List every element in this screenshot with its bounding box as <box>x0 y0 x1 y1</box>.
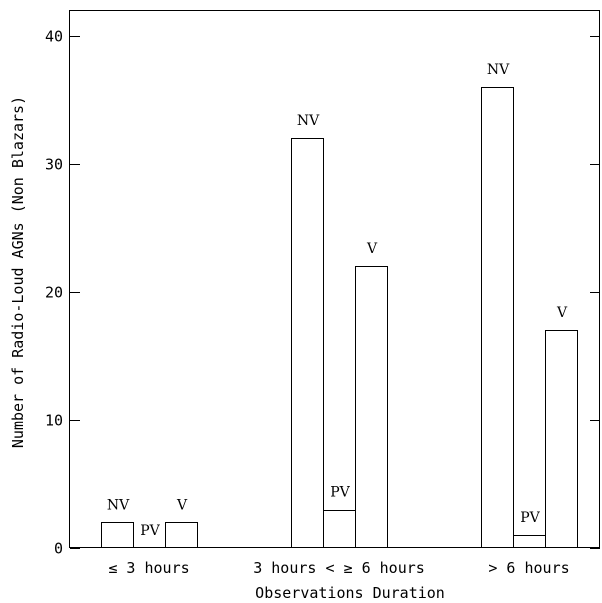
bar-nv-1 <box>291 138 324 548</box>
bar-label-nv-2: NV <box>487 62 510 78</box>
y-axis-title: Number of Radio-Loud AGNs (Non Blazars) <box>9 96 27 448</box>
bar-label-v-0: V <box>176 497 188 513</box>
x-axis-tick-labels: ≤ 3 hours 3 hours < ≥ 6 hours > 6 hours <box>108 559 569 577</box>
x-tick-label: ≤ 3 hours <box>108 559 189 577</box>
bar-label-pv-2: PV <box>520 510 540 526</box>
bar-v-2 <box>545 330 578 548</box>
bar-label-v-1: V <box>366 241 378 257</box>
y-tick-label: 20 <box>45 284 63 302</box>
y-tick-label: 40 <box>45 28 63 46</box>
x-axis-title: Observations Duration <box>255 584 445 602</box>
bar-v-1 <box>355 266 388 548</box>
plot-frame <box>69 10 600 548</box>
bar-labels: NV PV V NV PV V NV PV V <box>107 62 568 539</box>
y-tick-label: 10 <box>45 412 63 430</box>
bar-label-pv-1: PV <box>330 485 350 501</box>
bar-label-pv-0: PV <box>140 523 160 539</box>
x-tick-label: 3 hours < ≥ 6 hours <box>253 559 425 577</box>
y-tick-label: 30 <box>45 156 63 174</box>
bar-label-nv-1: NV <box>297 113 320 129</box>
bar-label-nv-0: NV <box>107 497 130 513</box>
bar-label-v-2: V <box>556 305 568 321</box>
x-tick-label: > 6 hours <box>488 559 569 577</box>
bar-nv-2 <box>481 87 514 548</box>
bar-pv-1 <box>323 510 356 548</box>
bar-v-0 <box>165 522 198 548</box>
y-tick-label: 0 <box>54 540 63 558</box>
bar-pv-2 <box>513 535 546 548</box>
bars <box>101 87 578 548</box>
y-axis-ticks: 0 10 20 30 40 <box>45 28 600 558</box>
bar-nv-0 <box>101 522 134 548</box>
